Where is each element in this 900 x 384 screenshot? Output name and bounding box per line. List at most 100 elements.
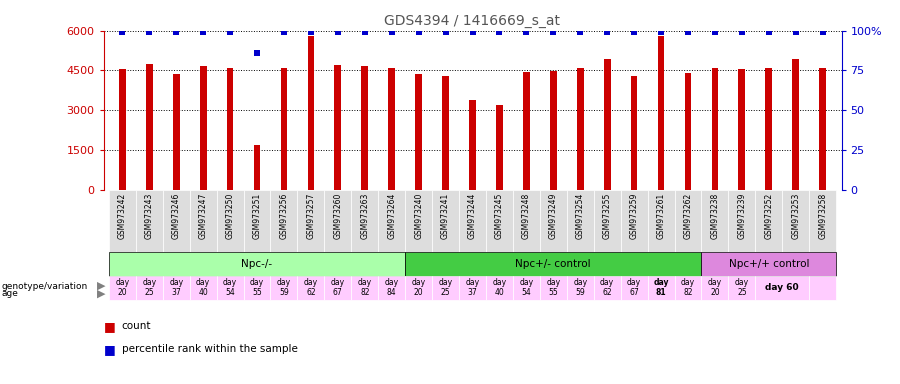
Text: day
62: day 62 <box>600 278 614 297</box>
Bar <box>362 66 368 190</box>
Point <box>142 29 157 35</box>
Bar <box>631 76 637 190</box>
Point <box>277 29 292 35</box>
Text: GSM973255: GSM973255 <box>603 193 612 239</box>
Bar <box>254 145 260 190</box>
FancyBboxPatch shape <box>755 190 782 252</box>
Point <box>573 29 588 35</box>
FancyBboxPatch shape <box>459 190 486 252</box>
Text: day
37: day 37 <box>169 278 184 297</box>
FancyBboxPatch shape <box>621 190 648 252</box>
Point <box>223 29 238 35</box>
FancyBboxPatch shape <box>648 190 674 252</box>
Text: GSM973239: GSM973239 <box>737 193 746 239</box>
Text: day
54: day 54 <box>519 278 534 297</box>
FancyBboxPatch shape <box>190 190 217 252</box>
FancyBboxPatch shape <box>809 276 836 300</box>
Text: day
84: day 84 <box>384 278 399 297</box>
FancyBboxPatch shape <box>351 190 378 252</box>
Text: ■: ■ <box>104 343 115 356</box>
FancyBboxPatch shape <box>136 190 163 252</box>
Point <box>384 29 399 35</box>
Bar <box>281 68 287 190</box>
Point <box>115 29 130 35</box>
FancyBboxPatch shape <box>136 276 163 300</box>
FancyBboxPatch shape <box>621 276 648 300</box>
FancyBboxPatch shape <box>755 276 809 300</box>
Point <box>357 29 372 35</box>
FancyBboxPatch shape <box>674 276 701 300</box>
Point <box>492 29 507 35</box>
Title: GDS4394 / 1416669_s_at: GDS4394 / 1416669_s_at <box>384 14 561 28</box>
Bar <box>415 74 422 190</box>
Text: age: age <box>2 289 19 298</box>
Text: ▶: ▶ <box>97 281 105 291</box>
Bar <box>523 72 530 190</box>
FancyBboxPatch shape <box>567 190 594 252</box>
FancyBboxPatch shape <box>648 276 674 300</box>
Point <box>303 29 318 35</box>
Text: day
54: day 54 <box>223 278 238 297</box>
FancyBboxPatch shape <box>163 190 190 252</box>
Text: GSM973248: GSM973248 <box>522 193 531 239</box>
FancyBboxPatch shape <box>217 276 244 300</box>
FancyBboxPatch shape <box>405 190 432 252</box>
Bar <box>335 65 341 190</box>
Bar <box>792 58 799 190</box>
FancyBboxPatch shape <box>540 190 567 252</box>
Bar <box>739 69 745 190</box>
Bar <box>604 58 610 190</box>
FancyBboxPatch shape <box>405 252 701 276</box>
FancyBboxPatch shape <box>378 276 405 300</box>
Bar <box>173 74 180 190</box>
FancyBboxPatch shape <box>459 276 486 300</box>
Bar <box>658 36 664 190</box>
Text: genotype/variation: genotype/variation <box>2 281 88 291</box>
FancyBboxPatch shape <box>701 190 728 252</box>
Text: day
55: day 55 <box>250 278 264 297</box>
Text: day
20: day 20 <box>411 278 426 297</box>
Bar <box>388 68 395 190</box>
Text: GSM973250: GSM973250 <box>226 193 235 239</box>
Point <box>600 29 615 35</box>
Point <box>169 29 184 35</box>
Point <box>465 29 480 35</box>
Text: day
81: day 81 <box>653 278 669 297</box>
Text: GSM973262: GSM973262 <box>683 193 692 239</box>
Text: GSM973240: GSM973240 <box>414 193 423 239</box>
Text: day
82: day 82 <box>357 278 372 297</box>
FancyBboxPatch shape <box>432 276 459 300</box>
FancyBboxPatch shape <box>297 190 324 252</box>
FancyBboxPatch shape <box>163 276 190 300</box>
Text: GSM973261: GSM973261 <box>656 193 665 239</box>
Text: GSM973253: GSM973253 <box>791 193 800 239</box>
Text: GSM973243: GSM973243 <box>145 193 154 239</box>
Text: day
59: day 59 <box>573 278 588 297</box>
FancyBboxPatch shape <box>701 276 728 300</box>
Point <box>330 29 345 35</box>
Bar <box>308 36 314 190</box>
Text: day
25: day 25 <box>734 278 749 297</box>
Bar <box>227 68 233 190</box>
Text: GSM973247: GSM973247 <box>199 193 208 239</box>
FancyBboxPatch shape <box>513 276 540 300</box>
Text: GSM973254: GSM973254 <box>576 193 585 239</box>
Text: Npc+/+ control: Npc+/+ control <box>728 259 809 269</box>
Text: GSM973238: GSM973238 <box>710 193 719 239</box>
Text: day
59: day 59 <box>277 278 291 297</box>
Text: day
82: day 82 <box>681 278 695 297</box>
Bar <box>819 68 826 190</box>
FancyBboxPatch shape <box>190 276 217 300</box>
Text: GSM973242: GSM973242 <box>118 193 127 239</box>
FancyBboxPatch shape <box>405 276 432 300</box>
Point <box>788 29 803 35</box>
Text: day
25: day 25 <box>438 278 453 297</box>
Text: GSM973246: GSM973246 <box>172 193 181 239</box>
Text: percentile rank within the sample: percentile rank within the sample <box>122 344 297 354</box>
FancyBboxPatch shape <box>728 276 755 300</box>
Text: GSM973259: GSM973259 <box>630 193 639 239</box>
Text: day
20: day 20 <box>115 278 130 297</box>
Point <box>734 29 749 35</box>
Point <box>196 29 211 35</box>
Text: GSM973258: GSM973258 <box>818 193 827 239</box>
